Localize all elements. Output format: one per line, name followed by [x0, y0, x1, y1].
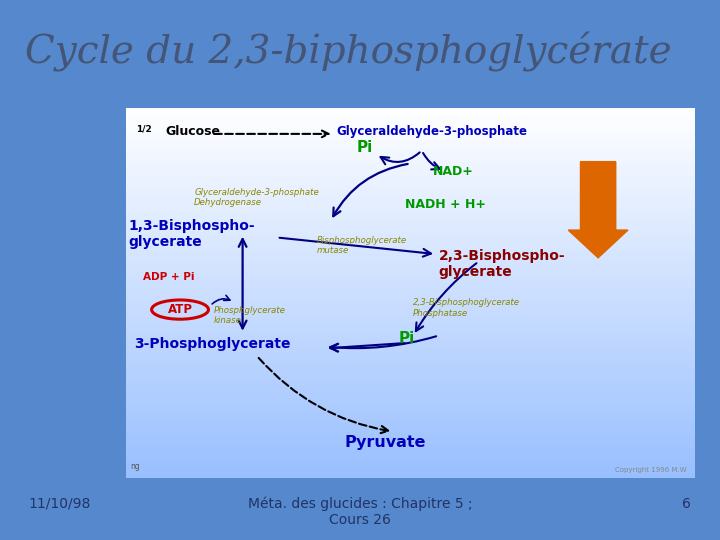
- Text: 2,3-Bisphospho-
glycerate: 2,3-Bisphospho- glycerate: [439, 248, 565, 279]
- Text: 1/2: 1/2: [136, 125, 152, 133]
- Text: ADP + Pi: ADP + Pi: [143, 272, 194, 282]
- Text: NAD+: NAD+: [433, 165, 474, 178]
- Text: ng: ng: [130, 462, 140, 471]
- Text: 11/10/98: 11/10/98: [29, 497, 91, 511]
- Text: 6: 6: [683, 497, 691, 511]
- Text: Pi: Pi: [356, 140, 373, 156]
- Text: 3-Phosphoglycerate: 3-Phosphoglycerate: [135, 338, 291, 352]
- Text: Cycle du 2,3-biphosphoglycérate: Cycle du 2,3-biphosphoglycérate: [24, 32, 672, 72]
- Text: Glucose: Glucose: [166, 125, 221, 138]
- Text: Glyceraldehyde-3-phosphate: Glyceraldehyde-3-phosphate: [336, 125, 528, 138]
- Text: 1,3-Bisphospho-
glycerate: 1,3-Bisphospho- glycerate: [129, 219, 256, 249]
- Text: ATP: ATP: [168, 303, 192, 316]
- Text: Pi: Pi: [399, 331, 415, 346]
- Text: Bisphosphoglycerate
mutase: Bisphosphoglycerate mutase: [317, 235, 407, 255]
- Text: NADH + H+: NADH + H+: [405, 198, 486, 211]
- Text: Méta. des glucides : Chapitre 5 ;
Cours 26: Méta. des glucides : Chapitre 5 ; Cours …: [248, 497, 472, 528]
- Text: Copyright 1996 M.W: Copyright 1996 M.W: [615, 468, 686, 474]
- Text: 2,3-Bisphosphoglycerate
Phosphatase: 2,3-Bisphosphoglycerate Phosphatase: [413, 299, 521, 318]
- Text: Pyruvate: Pyruvate: [345, 435, 426, 450]
- Text: Glyceraldehyde-3-phosphate
Dehydrogenase: Glyceraldehyde-3-phosphate Dehydrogenase: [194, 187, 319, 207]
- Text: Phosphglycerate
kinase: Phosphglycerate kinase: [214, 306, 286, 325]
- FancyArrow shape: [568, 161, 628, 258]
